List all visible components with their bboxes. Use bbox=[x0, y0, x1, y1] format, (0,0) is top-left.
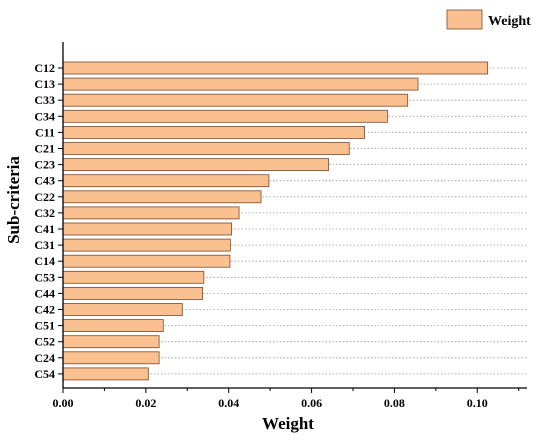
y-tick-label: C44 bbox=[34, 286, 55, 300]
y-tick-label: C32 bbox=[34, 206, 55, 220]
y-tick-label: C14 bbox=[34, 254, 55, 268]
y-tick-label: C24 bbox=[34, 351, 55, 365]
y-tick-label: C11 bbox=[35, 125, 55, 139]
bar-c23 bbox=[62, 158, 329, 172]
bar-c43 bbox=[62, 174, 270, 188]
bar-c41 bbox=[62, 222, 233, 236]
legend-label: Weight bbox=[488, 14, 531, 29]
axes bbox=[62, 42, 527, 389]
y-tick-label: C22 bbox=[34, 190, 55, 204]
y-tick-label: C33 bbox=[34, 93, 55, 107]
bar-c22 bbox=[62, 190, 262, 204]
y-tick-label: C43 bbox=[34, 174, 55, 188]
y-tick-label: C31 bbox=[34, 238, 55, 252]
x-tick-label: 0.02 bbox=[135, 396, 156, 410]
y-tick-label: C52 bbox=[34, 335, 55, 349]
bar-c52 bbox=[62, 335, 160, 349]
x-tick-label: 0.04 bbox=[218, 396, 239, 410]
y-tick-label: C51 bbox=[34, 319, 55, 333]
bar-c54 bbox=[62, 367, 149, 381]
x-axis-ticks: 0.00 0.02 0.04 0.06 0.08 0.10 bbox=[53, 388, 520, 410]
x-tick-label: 0.00 bbox=[53, 396, 74, 410]
bar-c34 bbox=[62, 109, 388, 123]
x-tick-label: 0.10 bbox=[467, 396, 488, 410]
x-tick-label: 0.06 bbox=[301, 396, 322, 410]
bar-c32 bbox=[62, 206, 240, 220]
bar-c51 bbox=[62, 319, 164, 333]
y-axis-title: Sub-criteria bbox=[4, 156, 23, 244]
y-tick-label: C53 bbox=[34, 270, 55, 284]
x-axis-title: Weight bbox=[262, 414, 314, 433]
y-tick-label: C21 bbox=[34, 142, 55, 156]
bar-c21 bbox=[62, 142, 350, 155]
y-tick-label: C13 bbox=[34, 77, 55, 91]
bar-c11 bbox=[62, 126, 366, 139]
bars bbox=[62, 61, 489, 381]
bar-c14 bbox=[62, 254, 231, 268]
bar-c31 bbox=[62, 238, 231, 252]
y-tick-label: C54 bbox=[34, 367, 55, 381]
bar-c12 bbox=[62, 61, 489, 75]
legend-swatch bbox=[446, 9, 483, 30]
y-tick-label: C12 bbox=[34, 61, 55, 75]
legend: Weight bbox=[446, 9, 531, 30]
y-tick-label: C42 bbox=[34, 303, 55, 317]
bar-c13 bbox=[62, 77, 419, 91]
y-tick-label: C23 bbox=[34, 158, 55, 172]
y-tick-label: C41 bbox=[34, 222, 55, 236]
bar-c33 bbox=[62, 93, 409, 107]
bar-c24 bbox=[62, 351, 160, 365]
x-tick-label: 0.08 bbox=[384, 396, 405, 410]
bar-c53 bbox=[62, 270, 205, 284]
y-tick-label: C34 bbox=[34, 109, 55, 123]
bar-c44 bbox=[62, 286, 204, 300]
y-axis-ticks: C12 C13 C33 C34 C11 C21 C23 C43 C22 C32 C41 C31 C14 C… bbox=[34, 61, 63, 381]
bar-c42 bbox=[62, 303, 183, 316]
